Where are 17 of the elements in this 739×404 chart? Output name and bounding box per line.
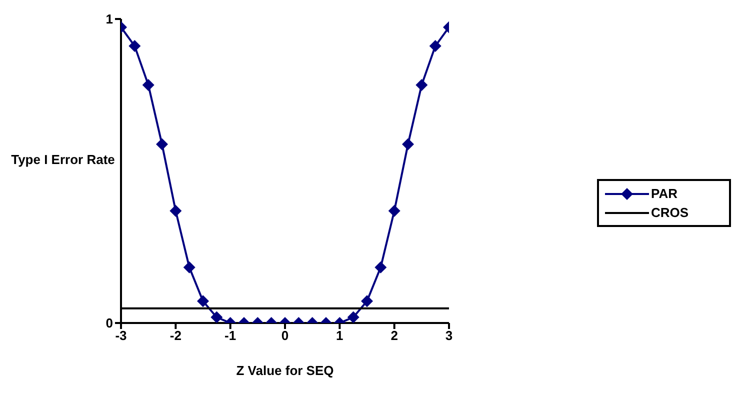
point [128,40,141,52]
x-tick-label: 2 [390,328,398,344]
point [156,138,168,150]
x-tick-label: -2 [170,328,182,344]
point [142,78,154,91]
point [429,40,442,52]
point [402,138,414,150]
x-tick-label: 1 [336,328,344,344]
x-tick-label: -3 [115,328,127,344]
x-tick-label: 0 [281,328,289,344]
legend-label: PAR [651,186,678,201]
point [416,78,428,91]
x-tick-label: -1 [224,328,236,344]
legend-label: CROS [651,205,689,220]
x-tick-label: 3 [445,328,453,344]
y-axis-title: Type I Error Rate [10,151,116,169]
x-axis-title: Z Value for SEQ [236,363,334,378]
